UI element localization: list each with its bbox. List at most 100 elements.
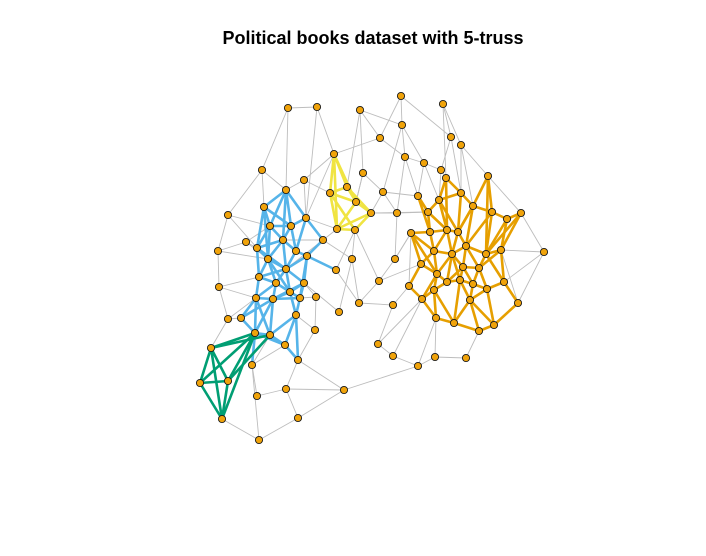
green-truss-edge [226,331,257,383]
graph-node [254,272,264,282]
orange-truss-edge [420,272,439,301]
green-truss-edge [198,346,213,385]
graph-node [299,278,309,288]
graph-node [378,187,388,197]
graph-node [259,202,269,212]
orange-truss-edge [492,301,520,327]
graph-node [223,314,233,324]
grey-edge [251,344,286,366]
graph-node [465,295,475,305]
graph-node [432,269,442,279]
green-truss-edge [226,333,272,383]
blue-truss-edge [289,224,298,253]
green-truss-edge [209,333,272,350]
blue-truss-edge [305,254,338,272]
graph-node [438,99,448,109]
chart-title: Political books dataset with 5-truss [222,28,524,48]
grey-edge [378,263,422,282]
grey-edge [227,214,271,227]
grey-edge [297,389,345,419]
orange-truss-edge [456,204,475,234]
graph-node [281,384,291,394]
grey-edge [285,107,289,191]
grey-edge [258,417,299,441]
blue-truss-edge [266,257,292,294]
graph-node [339,385,349,395]
grey-edge [316,106,335,155]
orange-truss-edge [409,231,436,253]
grey-edge [303,179,307,219]
graph-node [213,246,223,256]
grey-edge [343,365,419,391]
grey-edge [382,124,403,193]
grey-edge [305,217,338,230]
graph-node [331,265,341,275]
grey-edge [378,258,396,282]
orange-truss-edge [432,288,438,320]
graph-node [334,307,344,317]
grey-edge [261,169,265,208]
blue-truss-edge [284,254,309,271]
graph-node [423,207,433,217]
orange-truss-edge [485,287,496,327]
blue-truss-edge [281,238,288,271]
grey-edge [297,359,345,391]
graph-node [468,279,478,289]
graph-node [447,249,457,259]
graph-node [449,318,459,328]
graph-node [396,91,406,101]
graph-node [301,213,311,223]
grey-edge [392,285,410,306]
orange-truss-edge [484,210,494,256]
graph-node [397,120,407,130]
grey-edge [359,109,403,126]
graph-node [310,325,320,335]
graph-node [468,201,478,211]
graph-node [291,246,301,256]
orange-truss-edge [452,298,472,325]
green-truss-edge [198,379,230,385]
graph-node [241,237,251,247]
grey-edge [517,251,545,304]
grey-edge [335,229,356,271]
grey-edge [351,258,360,304]
grey-edge [210,318,229,349]
blue-truss-edge [239,297,275,320]
grey-edge [359,109,381,139]
graph-node [329,149,339,159]
graph-node [429,285,439,295]
graph-node [358,168,368,178]
graph-node [236,313,246,323]
graph-node [195,378,205,388]
blue-truss-edge [253,296,258,335]
grey-edge [487,175,522,214]
graph-node [489,320,499,330]
blue-truss-edge [262,205,293,228]
graph-node [434,195,444,205]
graph-node [286,221,296,231]
blue-truss-edge [294,216,308,253]
orange-truss-edge [499,211,523,252]
graph-node [416,259,426,269]
grey-edge [285,388,299,419]
grey-edge [442,103,447,179]
graph-node [483,171,493,181]
graph-node [257,165,267,175]
grey-edge [338,258,353,313]
graph-node [281,185,291,195]
green-truss-edge [209,346,224,421]
yellow-truss-edge [328,191,357,232]
graph-node [350,225,360,235]
orange-truss-edge [426,210,449,232]
orange-truss-edge [416,194,432,234]
orange-truss-edge [464,244,481,270]
graph-node [283,103,293,113]
blue-truss-edge [254,281,278,300]
grey-edge [450,136,462,194]
grey-edge [382,191,419,197]
graph-node [217,414,227,424]
orange-truss-edge [464,204,475,248]
orange-truss-edge [437,198,460,234]
blue-truss-edge [268,313,298,337]
grey-edge [379,95,402,139]
